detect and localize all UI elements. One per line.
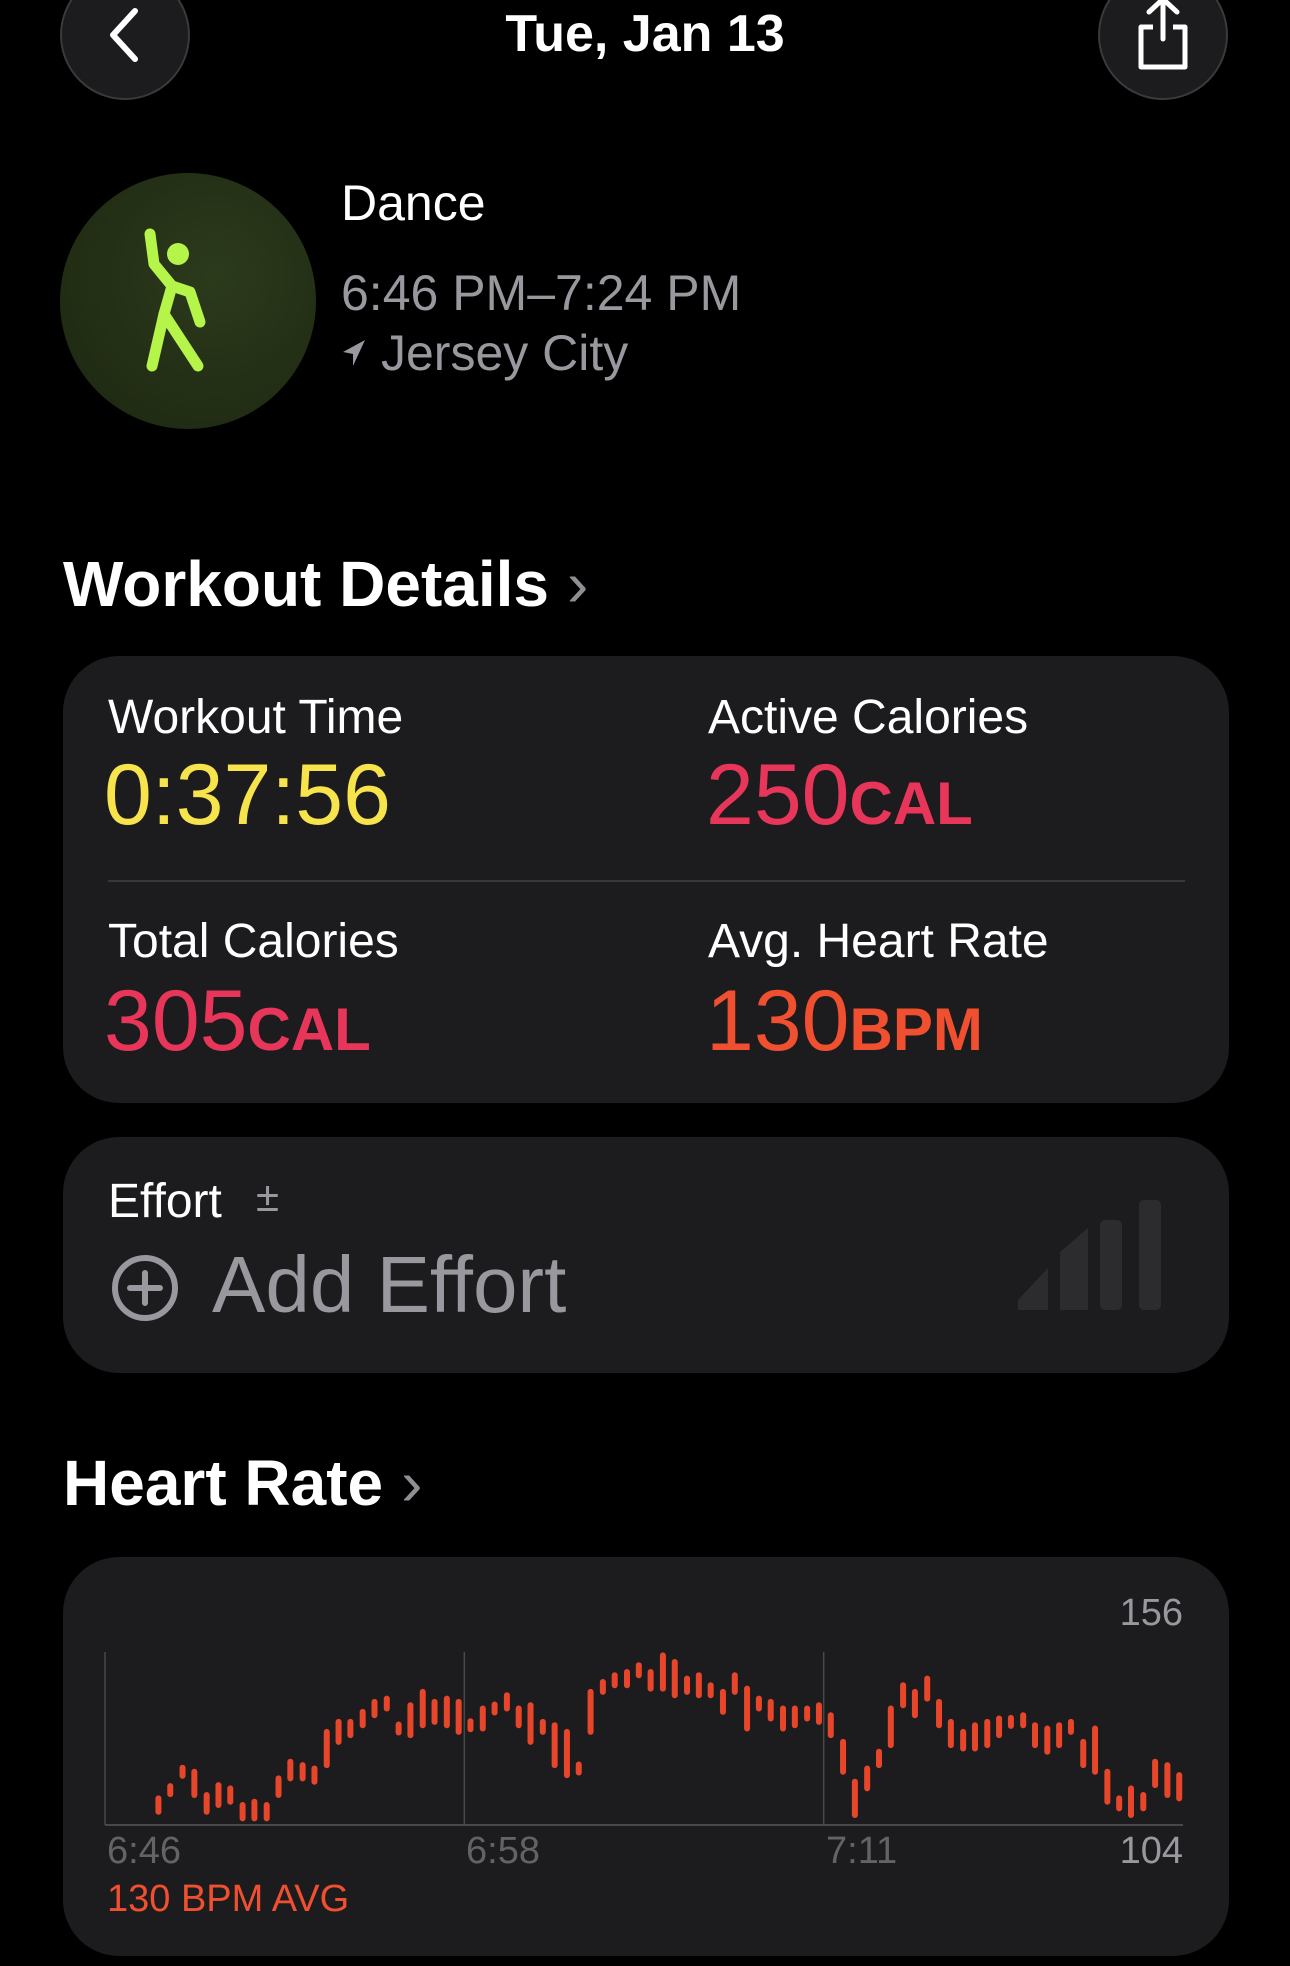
avg-heart-rate-value: 130BPM xyxy=(706,978,983,1064)
location-arrow-icon xyxy=(343,340,365,366)
metric-value: 305 xyxy=(104,973,248,1069)
metric-label: Active Calories xyxy=(708,691,1029,744)
workout-time-value: 0:37:56 xyxy=(104,747,391,843)
metric-value: 250 xyxy=(706,747,850,843)
location-label: Jersey City xyxy=(381,325,629,381)
effort-card[interactable] xyxy=(63,1137,1229,1373)
x-tick-label: 7:11 xyxy=(826,1830,898,1872)
effort-level-bars-icon xyxy=(1018,1200,1161,1310)
plus-circle-icon xyxy=(112,1255,178,1321)
metric-value: 130 xyxy=(706,973,850,1069)
workout-details-card[interactable] xyxy=(63,656,1229,1103)
workout-location: Jersey City xyxy=(341,328,628,378)
page-title: Tue, Jan 13 xyxy=(505,5,785,63)
metric-label: Total Calories xyxy=(108,915,399,968)
chevron-left-icon xyxy=(110,8,138,62)
divider xyxy=(108,880,1185,882)
workout-name: Dance xyxy=(341,175,486,231)
workout-details-title: Workout Details xyxy=(63,548,549,620)
y-max-label: 156 xyxy=(1119,1592,1183,1634)
heart-rate-heading[interactable]: Heart Rate › xyxy=(63,1451,422,1515)
workout-time-range: 6:46 PM–7:24 PM xyxy=(341,265,742,321)
total-calories-value: 305CAL xyxy=(104,978,371,1064)
metric-unit: CAL xyxy=(849,770,973,837)
metric-label: Avg. Heart Rate xyxy=(708,915,1049,968)
chevron-right-icon: › xyxy=(567,548,589,620)
heart-rate-chart xyxy=(104,1652,1183,1826)
avg-bpm-label: 130 BPM AVG xyxy=(107,1878,350,1920)
share-button[interactable] xyxy=(1098,0,1228,100)
chevron-right-icon: › xyxy=(401,1447,423,1519)
add-effort-label: Add Effort xyxy=(212,1240,567,1329)
metric-unit: CAL xyxy=(247,996,371,1063)
workout-type-icon-badge xyxy=(60,173,316,429)
share-icon xyxy=(1138,0,1188,70)
active-calories-value: 250CAL xyxy=(706,752,973,838)
dance-figure-icon xyxy=(144,228,206,372)
x-tick-label: 6:58 xyxy=(466,1830,540,1872)
heart-rate-title: Heart Rate xyxy=(63,1447,384,1519)
workout-details-heading[interactable]: Workout Details › xyxy=(63,552,588,616)
metric-label: Workout Time xyxy=(108,691,404,744)
metric-unit: BPM xyxy=(849,996,983,1063)
x-tick-label: 6:46 xyxy=(107,1830,181,1872)
back-button[interactable] xyxy=(60,0,190,100)
plus-minus-icon: ± xyxy=(256,1173,280,1220)
effort-label: Effort xyxy=(108,1175,222,1228)
y-min-label: 104 xyxy=(1119,1830,1183,1872)
heart-rate-card[interactable] xyxy=(63,1557,1229,1956)
